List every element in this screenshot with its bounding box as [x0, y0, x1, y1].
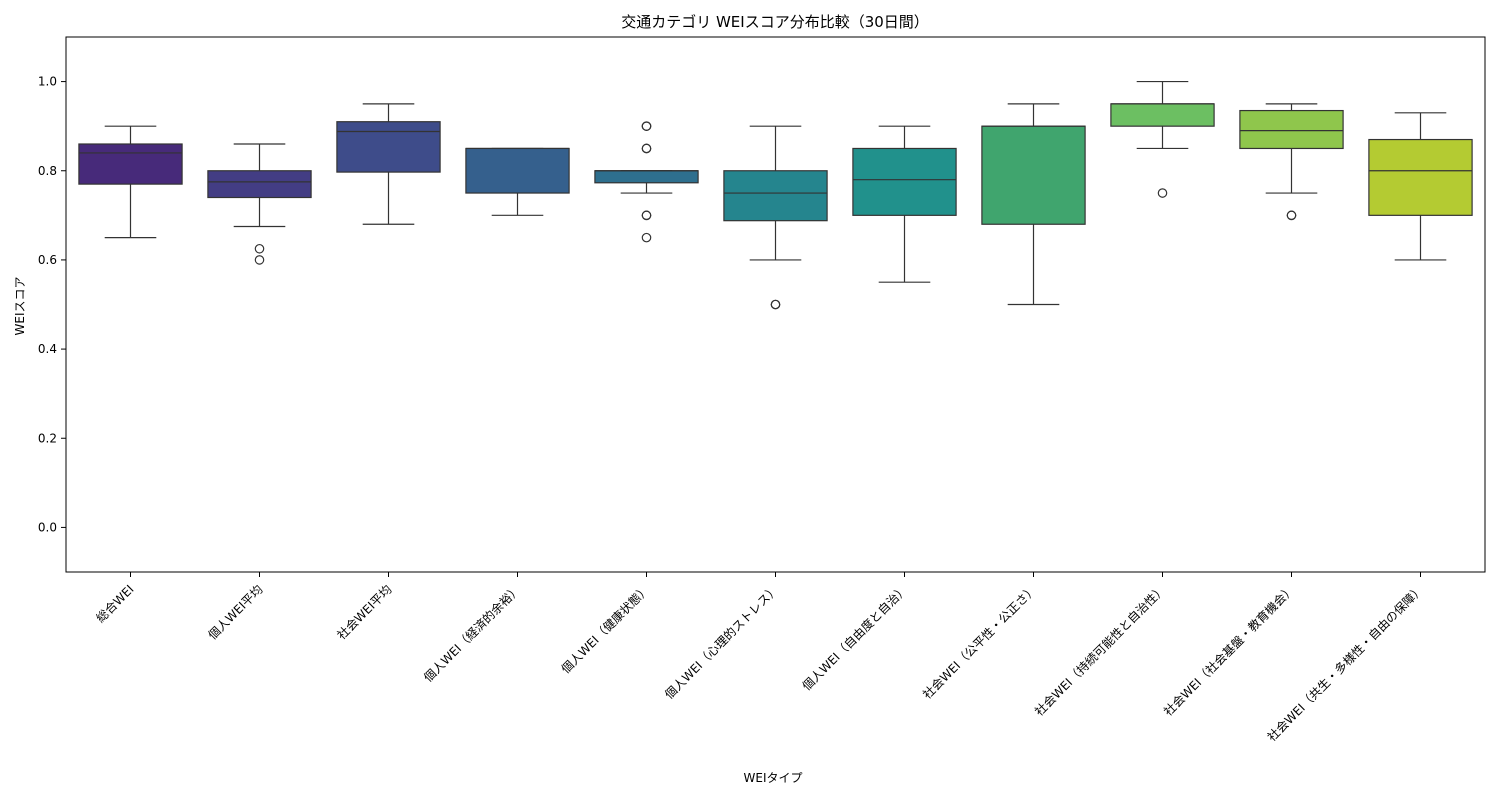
y-axis: 0.0 0.2 0.4 0.6 0.8 1.0	[38, 75, 66, 534]
y-tick-label: 0.2	[38, 431, 57, 445]
y-tick-label: 0.0	[38, 520, 57, 534]
box-group	[78, 125, 183, 239]
y-tick-label: 1.0	[38, 75, 57, 89]
x-axis-label: WEIタイプ	[744, 771, 803, 785]
outlier-point	[641, 210, 652, 221]
box-group	[594, 121, 699, 243]
y-tick-label: 0.8	[38, 164, 57, 178]
x-tick-label: 総合WEI	[93, 582, 137, 626]
outlier-point	[641, 121, 652, 131]
box-group	[1368, 112, 1473, 261]
x-axis: 総合WEI 個人WEI平均 社会WEI平均 個人WEI（経済的余裕） 個人WEI（健康状…	[93, 572, 1427, 744]
box-body	[207, 170, 312, 199]
outlier-point	[254, 243, 265, 254]
box-group	[207, 143, 312, 265]
outlier-point	[254, 255, 265, 265]
y-tick-label: 0.4	[38, 342, 57, 356]
box-body	[852, 147, 957, 216]
box-body	[1239, 109, 1344, 150]
outlier-point	[641, 143, 652, 154]
y-tick-label: 0.6	[38, 253, 57, 267]
box-group	[852, 125, 957, 283]
x-tick-label: 個人WEI平均	[206, 582, 266, 642]
box-group	[1239, 103, 1344, 221]
box-body	[465, 147, 570, 194]
outlier-point	[1157, 188, 1168, 198]
box-group	[1110, 80, 1215, 198]
box-body	[981, 125, 1086, 225]
box-series	[78, 80, 1473, 310]
box-group	[465, 147, 570, 216]
x-tick-label: 社会WEI（持続可能性と自治性）	[1031, 582, 1168, 719]
box-group	[336, 103, 441, 225]
x-tick-label: 社会WEI（社会基盤・教育機会）	[1160, 582, 1297, 719]
outlier-point	[1286, 210, 1297, 221]
outlier-point	[770, 299, 781, 310]
box-group	[723, 125, 828, 310]
box-body	[78, 143, 183, 185]
x-tick-label: 社会WEI平均	[334, 582, 395, 643]
box-body	[594, 170, 699, 184]
x-tick-label: 個人WEI（心理的ストレス）	[661, 582, 781, 702]
x-tick-label: 個人WEI（経済的余裕）	[420, 582, 523, 685]
box-body	[336, 121, 441, 173]
x-tick-label: 個人WEI（自由度と自治）	[799, 582, 911, 694]
x-tick-label: 社会WEI（公平性・公正さ）	[919, 582, 1039, 702]
box-body	[1368, 138, 1473, 216]
y-axis-label: WEIスコア	[13, 277, 27, 336]
x-tick-label: 個人WEI（健康状態）	[558, 582, 653, 677]
x-tick-label: 社会WEI（共生・多様性・自由の保障）	[1264, 582, 1427, 745]
box-body	[723, 170, 828, 222]
box-body	[1110, 103, 1215, 127]
chart-title: 交通カテゴリ WEIスコア分布比較（30日間）	[621, 13, 929, 31]
box-group	[981, 103, 1086, 306]
outlier-point	[641, 232, 652, 243]
